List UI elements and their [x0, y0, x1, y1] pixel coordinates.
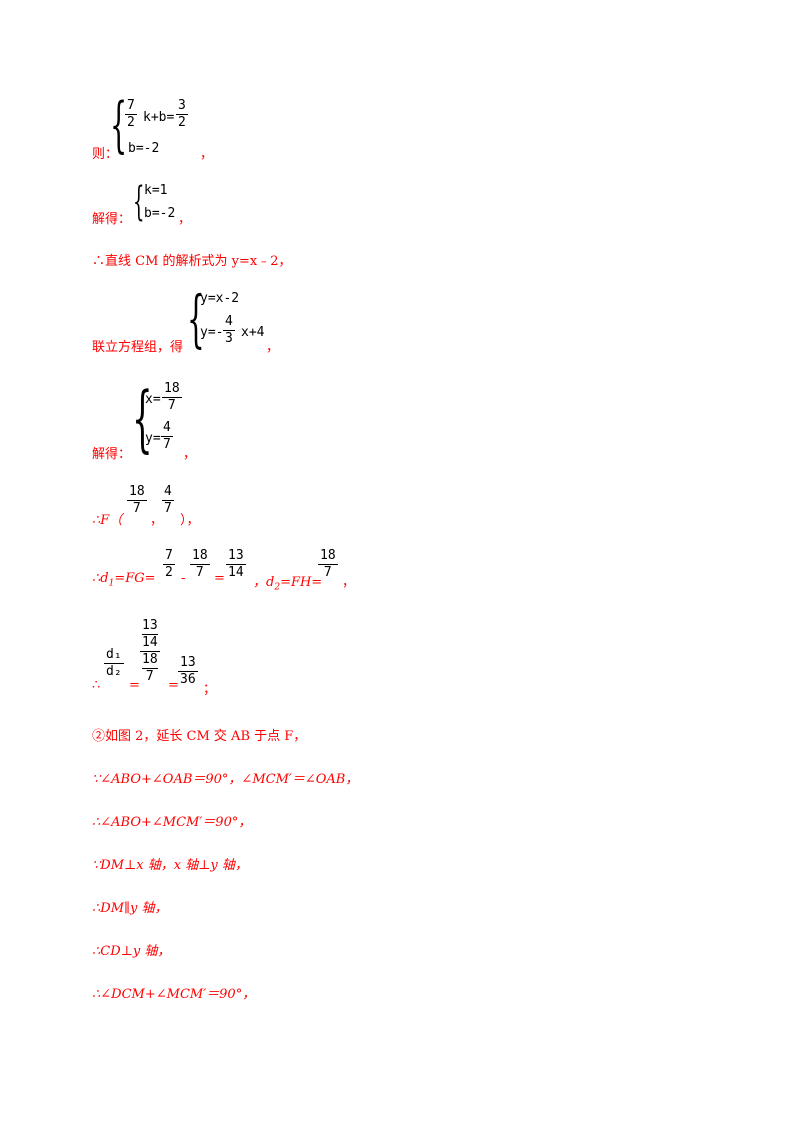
line-d-fraction-b: 18 7	[190, 548, 210, 580]
line-d-fraction-d: 18 7	[318, 548, 338, 580]
block3-eq1: y=x-2	[200, 291, 240, 306]
block3-suffix: ，	[266, 340, 280, 355]
block2-eq2: b=-2	[144, 206, 176, 221]
block1-prefix: 则：	[92, 147, 119, 162]
brace-2: {	[133, 179, 145, 225]
brace-4: {	[132, 376, 153, 460]
block4-prefix: 解得：	[92, 447, 132, 462]
text-line-4: ∵DM⊥x 轴，x 轴⊥y 轴，	[92, 858, 248, 873]
line-f-fraction-1: 18 7	[127, 484, 147, 516]
line-ratio-right-fraction: 13 36	[178, 655, 198, 687]
line-ratio-prefix: ∴	[92, 678, 101, 693]
line-f-suffix: ），	[180, 513, 200, 528]
line-d-fraction-c: 13 14	[226, 548, 246, 580]
line-cm: ∴直线 CM 的解析式为 y=x﹣2，	[92, 254, 292, 269]
line-d-equals: =	[214, 571, 225, 586]
line-ratio-suffix: ；	[203, 682, 217, 697]
block4-x-fraction: 18 7	[162, 381, 182, 413]
block3-eq2-lhs: y=-	[200, 325, 224, 340]
block3-prefix: 联立方程组，得	[92, 340, 184, 355]
text-line-7: ∴∠DCM+∠MCM′＝90°，	[92, 987, 256, 1002]
line-d-prefix: ∴d1=FG=	[92, 571, 156, 589]
line-f-comma: ，	[150, 513, 164, 528]
block4-y-lhs: y=	[145, 431, 161, 446]
eq2-text: b=-2	[128, 141, 160, 156]
text-line-5: ∴DM∥y 轴，	[92, 901, 168, 916]
line-d-minus: -	[181, 571, 186, 586]
line-d-suffix: ，	[342, 575, 356, 590]
text-line-1: ②如图 2，延长 CM 交 AB 于点 F，	[92, 729, 307, 744]
line-ratio-compound-fraction: 13 14 18 7	[140, 618, 160, 684]
block4-x-lhs: x=	[145, 392, 161, 407]
eq1-mid: k+b=	[143, 110, 175, 125]
line-ratio-eq1: =	[129, 678, 140, 693]
text-line-6: ∴CD⊥y 轴，	[92, 944, 171, 959]
block4-suffix: ，	[183, 447, 197, 462]
line-ratio-left-fraction: d₁ d₂	[104, 647, 124, 679]
text-line-2: ∵∠ABO+∠OAB＝90°，∠MCM′＝∠OAB，	[92, 772, 359, 787]
block1-suffix: ，	[200, 147, 214, 162]
text-line-3: ∴∠ABO+∠MCM′＝90°，	[92, 815, 252, 830]
line-f-prefix: ∴F（	[92, 513, 123, 528]
block2-suffix: ，	[178, 212, 192, 227]
line-ratio-eq2: =	[168, 678, 179, 693]
block3-eq2-rhs: x+4	[241, 325, 265, 340]
block2-prefix: 解得：	[92, 212, 132, 227]
brace-3: {	[187, 282, 205, 355]
line-d-second: ，d2=FH=	[253, 575, 323, 593]
block2-eq1: k=1	[144, 183, 168, 198]
brace-1: {	[110, 90, 128, 160]
